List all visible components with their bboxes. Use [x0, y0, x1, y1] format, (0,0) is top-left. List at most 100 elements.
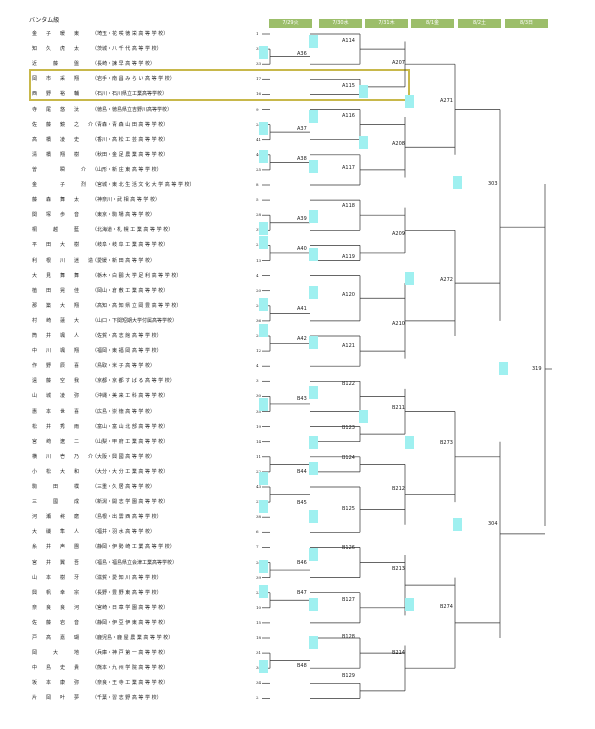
progress-marker	[259, 236, 268, 249]
player-row: 寺 尾 悠 汰 （徳島・徳島県立吉野川高等学校） 9	[32, 105, 262, 115]
player-prefecture: 長崎	[97, 61, 108, 68]
match-label: A41	[297, 306, 307, 312]
player-prefecture: 岐阜	[97, 242, 108, 249]
player-row: 小 松 大 和 （大分・大 分 工 業 高 等 学 校） 22	[32, 467, 262, 477]
player-row: 宮 﨑 遼 二 （山梨・甲 府 工 業 高 等 学 校） 14	[32, 437, 262, 447]
player-school: （福岡・東 福 岡 高 等 学 校）	[92, 348, 162, 355]
player-name: 平 田 大 樹	[32, 242, 82, 249]
seed-number: 7	[256, 544, 259, 550]
progress-marker	[309, 462, 318, 475]
seed-number: 11	[256, 453, 262, 459]
player-name: 金 子 烈	[32, 182, 89, 188]
progress-marker	[259, 585, 268, 598]
match-label: B43	[297, 396, 307, 402]
player-prefecture: 滋賀	[97, 574, 108, 581]
seed-number: 37	[256, 225, 261, 235]
seed-number: 27	[256, 497, 261, 507]
school-name: 倉 敷 工 業 高 等 学 校	[112, 287, 164, 294]
seed-number: 40	[256, 150, 261, 160]
player-name: 遠 藤 空 我	[32, 378, 82, 385]
seed-number: 10	[256, 604, 262, 610]
player-name: 作 野 辰 喜	[32, 363, 82, 370]
progress-marker	[309, 110, 318, 123]
progress-marker	[453, 518, 462, 531]
player-school: （茨城・八 千 代 高 等 学 校）	[92, 46, 162, 53]
player-school: （兵庫・神 戸 第 一 高 等 学 校）	[92, 650, 169, 657]
weight-class-title: バンタム級	[29, 17, 60, 24]
player-name: 駒 田 樸	[32, 484, 82, 490]
player-name: 清 橋 翔 樹	[32, 151, 82, 158]
progress-marker	[359, 85, 368, 98]
progress-marker	[259, 500, 268, 513]
seed-number: 19	[256, 423, 262, 429]
player-school: （長野・豊 野 東 高 等 学 校）	[92, 589, 162, 596]
school-name: 王 寺 工 業 高 等 学 校	[112, 680, 164, 687]
player-row: 山 本 樹 牙 （滋賀・愛 知 川 高 等 学 校） 39	[32, 573, 262, 583]
player-school: （千葉・習 志 野 高 等 学 校）	[92, 695, 162, 702]
match-label: B213	[392, 566, 405, 572]
progress-marker	[309, 386, 318, 399]
match-label: B125	[342, 506, 355, 512]
progress-marker	[309, 336, 318, 349]
player-name: 高 橋 凌 史	[32, 136, 82, 143]
player-row: 河 瀬 柊 磨 （島根・出 雲 西 高 等 学 校） 38	[32, 512, 262, 522]
player-prefecture: 広島	[97, 408, 108, 415]
player-name: 岡 大 地	[32, 650, 82, 657]
seed-number: 41	[256, 136, 262, 142]
player-prefecture: 島根	[97, 514, 108, 521]
match-label: B214	[392, 650, 405, 656]
player-row: 駒 田 樸 （三重・久 居 高 等 学 校） 43	[32, 482, 262, 492]
player-prefecture: 高知	[97, 302, 108, 309]
player-prefecture: 静岡	[97, 544, 108, 551]
player-school: （三重・久 居 高 等 学 校）	[92, 484, 156, 490]
seed-number: 34	[256, 680, 262, 686]
player-prefecture: 大阪	[97, 453, 108, 460]
player-school: （愛媛・新 田 高 等 学 校）	[92, 257, 156, 264]
player-prefecture: 京都	[97, 378, 108, 385]
player-school: （長崎・諫 早 高 等 学 校）	[92, 61, 156, 68]
progress-marker	[259, 398, 268, 411]
seed-number: 5	[256, 197, 259, 203]
progress-marker	[309, 35, 318, 48]
school-name: 富 山 北 部 高 等 学 校	[112, 423, 164, 430]
day-header-4: 8/1金	[411, 19, 454, 28]
player-row: 那 築 大 翔 （高知・高 知 県 立 岡 豊 高 等 学 校） 29	[32, 301, 262, 311]
player-row: 知 久 虎 太 （茨城・八 千 代 高 等 学 校） 32	[32, 44, 262, 54]
player-row: 平 田 大 樹 （岐阜・岐 阜 工 業 高 等 学 校） 21	[32, 240, 262, 250]
match-label: A39	[297, 216, 307, 222]
school-name: 南 昌 み ら い 高 等 学 校	[112, 76, 170, 83]
school-name: 札 幌 工 業 高 等 学 校	[117, 227, 169, 234]
school-name: 伊 豆 伊 東 高 等 学 校	[112, 619, 164, 626]
school-name: 高 松 工 芸 高 等 学 校	[112, 136, 164, 143]
player-school: （奈良・王 寺 工 業 高 等 学 校）	[92, 680, 169, 687]
player-name: 佐 藤 鏡 之 介	[32, 121, 96, 128]
match-label: A118	[342, 203, 355, 209]
match-label: A272	[440, 277, 453, 283]
player-name: 大 磯 隼 人	[32, 529, 82, 536]
player-prefecture: 熊本	[97, 665, 108, 672]
player-prefecture: 福島	[97, 559, 108, 566]
player-prefecture: 東京	[97, 212, 108, 219]
school-name: 興 國 高 等 学 校	[112, 453, 150, 460]
player-row: 坂 本 康 弥 （奈良・王 寺 工 業 高 等 学 校） 34	[32, 678, 262, 688]
player-prefecture: 埼玉	[97, 31, 108, 37]
player-row: 利 根 川 迷 造（愛媛・新 田 高 等 学 校） 13	[32, 256, 262, 266]
school-name: 岐 阜 工 業 高 等 学 校	[112, 242, 164, 249]
progress-marker	[309, 160, 318, 173]
match-label: B45	[297, 500, 307, 506]
player-school: （栃木・白 鷗 大 学 足 利 高 等 学 校）	[92, 272, 182, 279]
player-name: 糸 井 声 團	[32, 544, 82, 551]
seed-number: 18	[256, 635, 262, 640]
player-name: 片 岡 叶 夢	[32, 695, 82, 702]
player-prefecture: 山形	[97, 166, 108, 173]
seed-number: 15	[256, 619, 262, 625]
seed-number: 14	[256, 438, 262, 444]
match-label: B48	[297, 663, 307, 669]
player-row: 片 岡 叶 夢 （千葉・習 志 野 高 等 学 校） 2	[32, 693, 262, 703]
player-school: （香川・高 松 工 芸 高 等 学 校）	[92, 136, 169, 143]
day-header-5: 8/2土	[458, 19, 501, 28]
player-name: 三 國 成	[32, 499, 82, 506]
seed-number: 36	[256, 317, 262, 323]
school-name: 出 雲 西 高 等 学 校	[112, 514, 157, 521]
player-row: 岡 市 采 翔 （岩手・南 昌 み ら い 高 等 学 校） 17	[32, 74, 262, 84]
